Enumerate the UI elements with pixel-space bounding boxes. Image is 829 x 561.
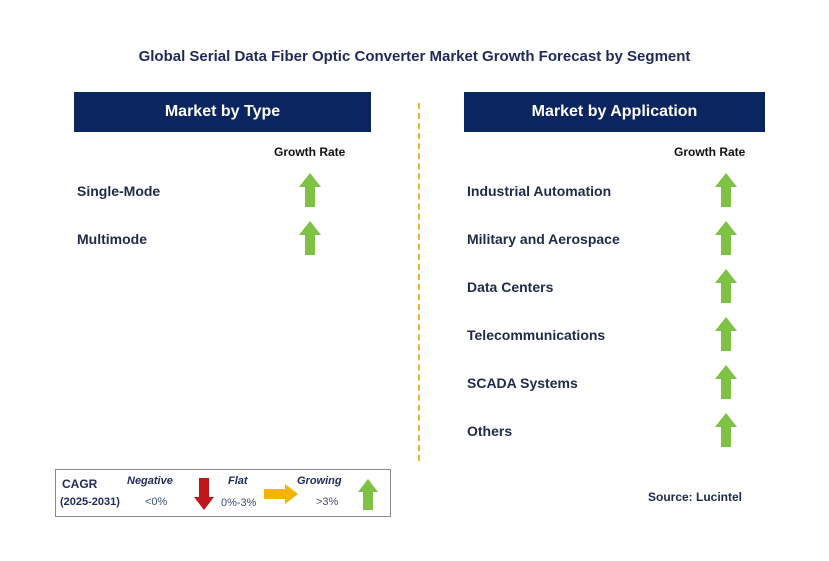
legend-growing-range: >3% [316,496,339,508]
legend-cagr-label: CAGR [62,477,98,491]
legend-flat-range: 0%-3% [221,497,257,509]
legend-flat-label: Flat [228,475,248,487]
chart-title: Global Serial Data Fiber Optic Converter… [138,48,691,65]
growing-arrow-icon [299,221,321,255]
legend-growing-label: Growing [297,475,342,487]
growing-arrow-icon [715,173,737,207]
type-label-single-mode: Single-Mode [77,183,161,199]
application-label-scada-systems: SCADA Systems [467,375,578,391]
application-label-data-centers: Data Centers [467,279,554,295]
application-label-others: Others [467,423,513,439]
application-label-telecommunications: Telecommunications [467,327,606,343]
growing-arrow-icon [715,413,737,447]
growing-arrow-icon [715,269,737,303]
growing-arrow-icon [358,479,378,510]
flat-arrow-icon [264,484,298,504]
legend-negative-range: <0% [145,496,168,508]
type-growth-rate-header: Growth Rate [274,145,346,159]
market-by-application-header: Market by Application [464,92,765,132]
application-label-military-aerospace: Military and Aerospace [467,231,620,247]
application-growth-rate-header: Growth Rate [674,145,746,159]
source-label: Source: Lucintel [648,490,743,504]
cagr-legend: CAGR (2025-2031) Negative <0% Flat 0%-3%… [55,469,391,517]
panel-divider [418,103,420,461]
growing-arrow-icon [715,221,737,255]
growing-arrow-icon [299,173,321,207]
growing-arrow-icon [715,317,737,351]
growing-arrow-icon [715,365,737,399]
type-label-multimode: Multimode [77,231,147,247]
market-by-type-header: Market by Type [74,92,371,132]
negative-arrow-icon [194,478,214,510]
application-label-industrial-automation: Industrial Automation [467,183,612,199]
legend-period: (2025-2031) [60,496,120,508]
legend-negative-label: Negative [127,475,173,487]
